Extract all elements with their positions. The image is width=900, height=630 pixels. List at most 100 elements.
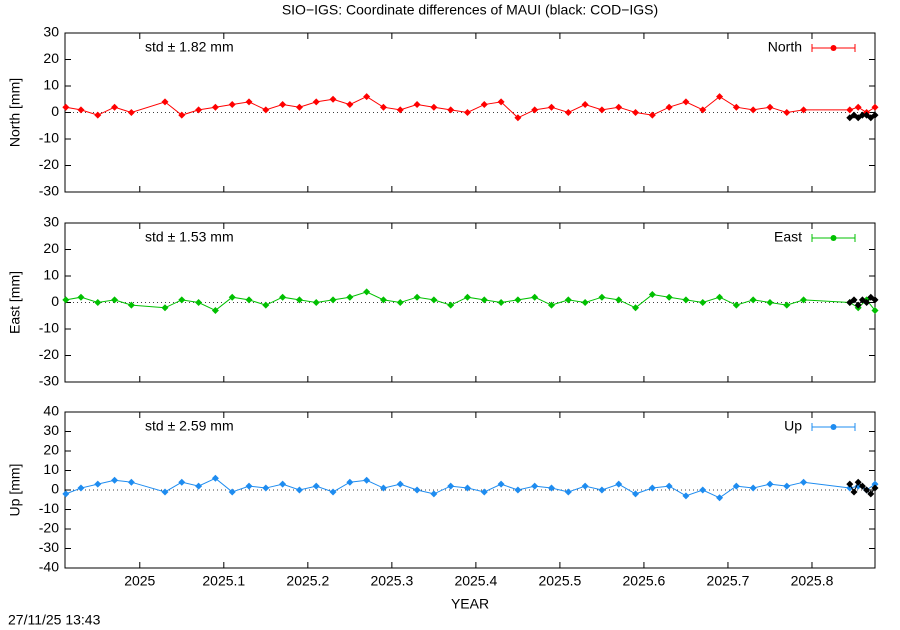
- data-point: [379, 296, 387, 304]
- y-tick-label: -30: [39, 539, 59, 555]
- data-point: [783, 301, 791, 309]
- data-point: [480, 296, 488, 304]
- data-point: [62, 490, 70, 498]
- data-point: [413, 486, 421, 494]
- data-point: [871, 296, 879, 304]
- y-tick-label: 20: [43, 442, 59, 458]
- data-point: [564, 488, 572, 496]
- data-point: [228, 101, 236, 109]
- data-point: [665, 293, 673, 301]
- data-point: [682, 296, 690, 304]
- x-tick-label: 2025: [124, 573, 155, 589]
- x-tick-label: 2025.5: [538, 573, 581, 589]
- x-tick-label: 2025.6: [623, 573, 666, 589]
- data-point: [279, 101, 287, 109]
- chart-title: SIO−IGS: Coordinate differences of MAUI …: [282, 2, 658, 18]
- data-point: [312, 482, 320, 490]
- data-point: [463, 293, 471, 301]
- data-point: [800, 296, 808, 304]
- data-point: [846, 484, 854, 492]
- legend-label: North: [768, 39, 802, 55]
- data-point: [598, 106, 606, 114]
- data-point: [800, 106, 808, 114]
- y-axis-label: East [mm]: [7, 271, 23, 334]
- y-tick-label: -40: [39, 559, 59, 575]
- data-point: [228, 293, 236, 301]
- y-tick-label: 10: [43, 267, 59, 283]
- x-tick-label: 2025.1: [202, 573, 245, 589]
- std-annotation: std ± 1.53 mm: [145, 229, 234, 245]
- y-tick-label: 10: [43, 77, 59, 93]
- data-point: [863, 486, 871, 494]
- y-tick-label: 20: [43, 240, 59, 256]
- data-point: [716, 293, 724, 301]
- data-point: [564, 109, 572, 116]
- series-line: [65, 291, 876, 312]
- data-point: [749, 106, 757, 114]
- y-axis-label: North [mm]: [7, 78, 23, 147]
- data-point: [245, 98, 253, 106]
- y-tick-label: -30: [39, 183, 59, 199]
- data-point: [800, 478, 808, 486]
- data-point: [766, 480, 774, 488]
- data-point: [245, 482, 253, 490]
- y-tick-label: 0: [51, 103, 59, 119]
- data-point: [94, 299, 102, 306]
- y-tick-label: -20: [39, 156, 59, 172]
- data-point: [211, 306, 219, 314]
- std-annotation: std ± 2.59 mm: [145, 418, 234, 434]
- data-point: [245, 296, 253, 304]
- data-point: [127, 478, 135, 486]
- data-point: [871, 484, 879, 492]
- y-tick-label: -20: [39, 520, 59, 536]
- data-point: [430, 103, 438, 111]
- data-point: [363, 288, 371, 296]
- data-point: [396, 299, 404, 306]
- data-point: [632, 490, 640, 498]
- data-point: [480, 101, 488, 109]
- y-tick-label: 10: [43, 461, 59, 477]
- data-point: [665, 103, 673, 111]
- data-point: [413, 101, 421, 109]
- x-tick-label: 2025.2: [286, 573, 329, 589]
- data-point: [279, 293, 287, 301]
- data-point: [312, 98, 320, 106]
- data-point: [295, 486, 303, 494]
- data-point: [77, 293, 85, 301]
- data-point: [632, 304, 640, 312]
- std-annotation: std ± 1.82 mm: [145, 39, 234, 55]
- timestamp: 27/11/25 13:43: [8, 612, 101, 628]
- data-point: [447, 482, 455, 490]
- data-point: [497, 299, 505, 306]
- data-point: [598, 293, 606, 301]
- y-axis-label: Up [mm]: [7, 464, 23, 517]
- data-point: [854, 103, 862, 111]
- data-point: [648, 484, 656, 492]
- data-point: [379, 103, 387, 111]
- y-tick-label: 30: [43, 214, 59, 230]
- data-point: [127, 109, 135, 116]
- data-point: [732, 103, 740, 111]
- y-tick-label: 0: [51, 481, 59, 497]
- data-point: [295, 296, 303, 304]
- data-point: [766, 299, 774, 306]
- data-point: [178, 296, 186, 304]
- y-tick-label: 40: [43, 403, 59, 419]
- data-point: [295, 103, 303, 111]
- data-point: [846, 480, 854, 488]
- data-point: [732, 482, 740, 490]
- data-point: [262, 106, 270, 114]
- data-point: [111, 103, 119, 111]
- data-point: [548, 301, 556, 309]
- data-point: [430, 490, 438, 498]
- legend-marker: [830, 424, 837, 430]
- data-point: [632, 109, 640, 116]
- data-point: [463, 484, 471, 492]
- x-axis-label: YEAR: [451, 596, 489, 612]
- data-point: [531, 106, 539, 114]
- x-tick-label: 2025.8: [791, 573, 834, 589]
- data-point: [127, 301, 135, 309]
- data-point: [615, 103, 623, 111]
- y-tick-label: 20: [43, 50, 59, 66]
